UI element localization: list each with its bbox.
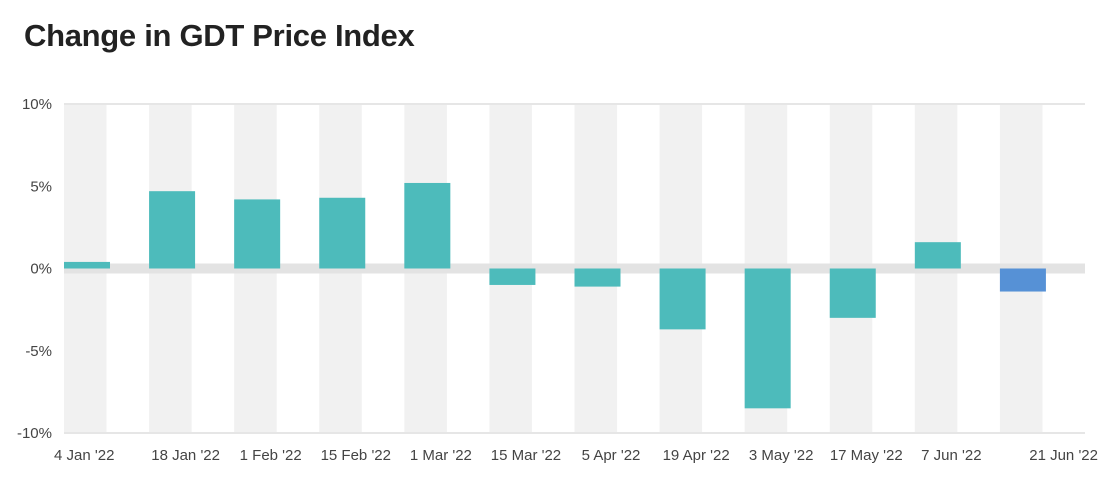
bar (829, 268, 876, 318)
x-tick-label: 4 Jan '22 (54, 447, 114, 464)
y-tick-label: 5% (30, 178, 52, 195)
x-tick-label: 7 Jun '22 (921, 447, 981, 464)
x-tick-label: 19 Apr '22 (663, 447, 730, 464)
x-tick-label: 17 May '22 (830, 447, 903, 464)
bar (234, 199, 281, 269)
chart-title: Change in GDT Price Index (24, 18, 415, 53)
bar (744, 268, 791, 409)
x-tick-label: 18 Jan '22 (151, 447, 220, 464)
y-tick-label: -10% (17, 425, 52, 442)
x-tick-label: 1 Feb '22 (240, 447, 302, 464)
bar (404, 182, 451, 269)
x-tick-label: 21 Jun '22 (1029, 447, 1098, 464)
bar (574, 268, 621, 287)
bar (914, 242, 961, 269)
y-tick-label: 0% (30, 261, 52, 278)
y-tick-label: -5% (25, 343, 52, 360)
x-tick-label: 3 May '22 (749, 447, 814, 464)
bar (149, 191, 196, 269)
bar (999, 268, 1046, 292)
x-tick-label: 15 Feb '22 (321, 447, 391, 464)
bar (319, 197, 366, 269)
x-tick-label: 5 Apr '22 (582, 447, 641, 464)
y-tick-label: 10% (22, 96, 52, 113)
x-tick-label: 15 Mar '22 (491, 447, 561, 464)
bar (489, 268, 536, 285)
x-tick-label: 1 Mar '22 (410, 447, 472, 464)
bar (659, 268, 706, 330)
bar (64, 261, 110, 269)
